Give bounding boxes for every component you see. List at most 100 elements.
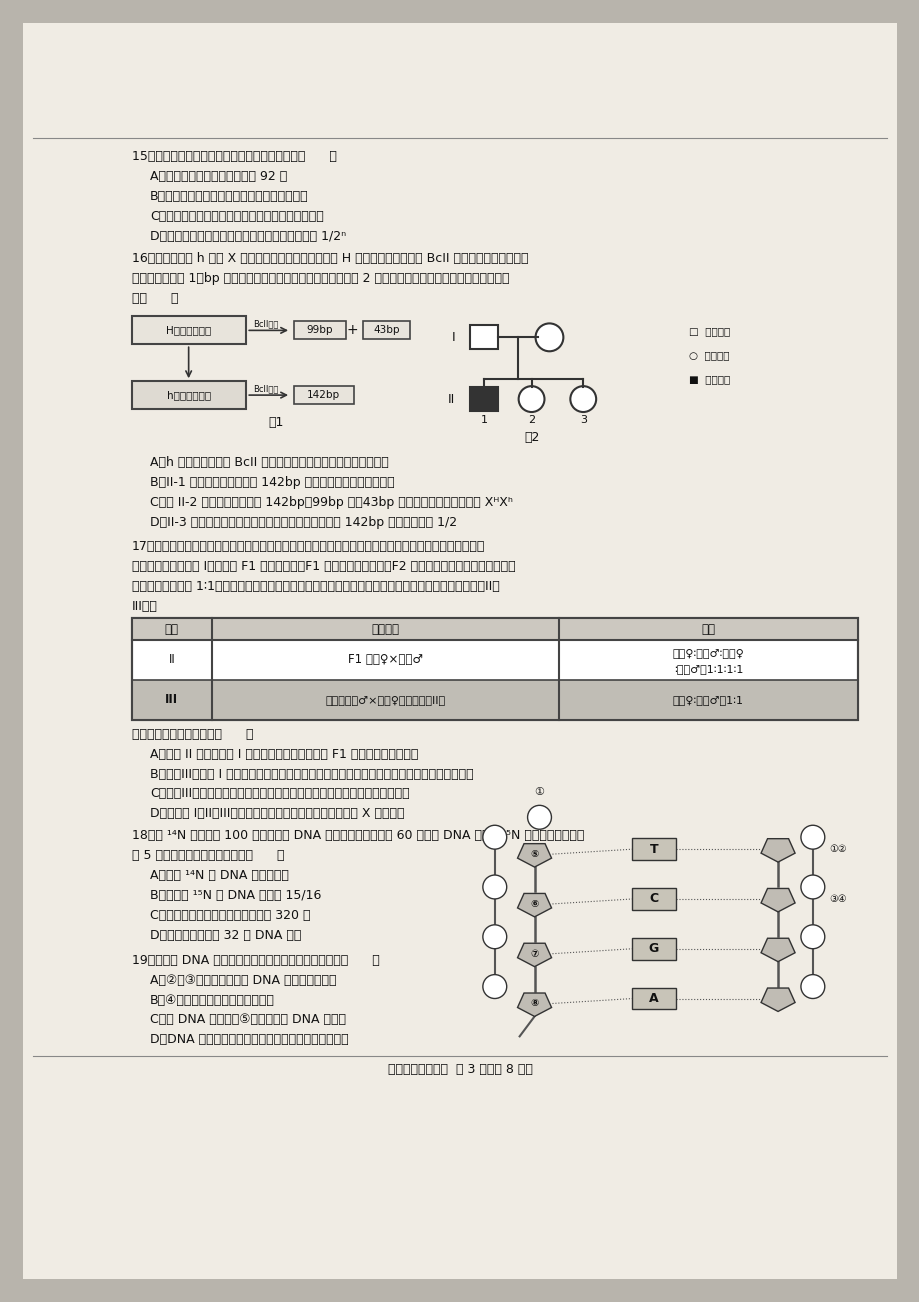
Text: 红眼♀∶红眼♂∶白眼♀: 红眼♀∶红眼♂∶白眼♀: [672, 648, 743, 658]
Polygon shape: [517, 993, 551, 1017]
Polygon shape: [517, 844, 551, 867]
Text: ①: ①: [534, 788, 544, 797]
Text: C．若 II-2 的基因诊断中出现 142bp，99bp 和，43bp 三个片段，则其基因型为 XᴴXʰ: C．若 II-2 的基因诊断中出现 142bp，99bp 和，43bp 三个片段…: [150, 496, 512, 509]
Text: C．复制过程中需腺嘌呤脱氧核苷酸 320 个: C．复制过程中需腺嘌呤脱氧核苷酸 320 个: [150, 909, 310, 922]
Text: 图1: 图1: [268, 417, 283, 428]
Text: 43bp: 43bp: [373, 326, 399, 336]
Text: 99bp: 99bp: [306, 326, 333, 336]
Text: 16．某致病基因 h 位于 X 染色体上，该基因和正常基因 H 中的某一特定序列被 BcII 酶切后，可产生大小不: 16．某致病基因 h 位于 X 染色体上，该基因和正常基因 H 中的某一特定序列…: [131, 251, 528, 264]
Circle shape: [518, 387, 544, 411]
Text: 结果: 结果: [700, 622, 715, 635]
Bar: [131, 618, 857, 641]
Circle shape: [800, 975, 824, 999]
Text: A．细胞中染色单体数最多可达 92 条: A．细胞中染色单体数最多可达 92 条: [150, 171, 287, 184]
Text: 图2: 图2: [523, 431, 539, 444]
Text: B．实验III是实验 I 的反交实验，正反交结果不同时，只能确定其不属于细胞核遗传物质所决定: B．实验III是实验 I 的反交实验，正反交结果不同时，只能确定其不属于细胞核遗…: [150, 767, 473, 780]
Text: II: II: [168, 654, 175, 667]
Text: C．染色单体的交叉互换发生在同源染色体分离之前: C．染色单体的交叉互换发生在同源染色体分离之前: [150, 210, 323, 223]
Text: □  男性正常: □ 男性正常: [687, 327, 729, 336]
Text: B．只含有 ¹⁵N 的 DNA 分子占 15/16: B．只含有 ¹⁵N 的 DNA 分子占 15/16: [150, 889, 321, 902]
Text: ③④: ③④: [829, 894, 846, 904]
Text: D．II-3 的丈夫表现型正常，其儿子的基因诊断中出现 142bp 片段的概率为 1/2: D．II-3 的丈夫表现型正常，其儿子的基因诊断中出现 142bp 片段的概率为…: [150, 516, 457, 529]
Bar: [294, 322, 346, 340]
Text: 果蝇进行杂交（实验 I），结果 F1 全部为红眼。F1 雌雄果蝇相互交配，F2 雌果蝇全部为红眼，雄果蝇中红: 果蝇进行杂交（实验 I），结果 F1 全部为红眼。F1 雌雄果蝇相互交配，F2 …: [131, 560, 515, 573]
Text: 是（      ）: 是（ ）: [131, 292, 178, 305]
Text: 1: 1: [480, 415, 487, 424]
Text: D．复制结果共产生 32 个 DNA 分子: D．复制结果共产生 32 个 DNA 分子: [150, 928, 301, 941]
Text: ⑥: ⑥: [530, 898, 539, 909]
Circle shape: [482, 875, 506, 898]
Text: 15．人类精子发生过程中，下列说法不正确的是（      ）: 15．人类精子发生过程中，下列说法不正确的是（ ）: [131, 150, 336, 163]
Text: D．DNA 分子中特定的脱氧核苷酸序列代表了遗传信息: D．DNA 分子中特定的脱氧核苷酸序列代表了遗传信息: [150, 1034, 348, 1047]
Circle shape: [527, 806, 550, 829]
Text: 杂交组合: 杂交组合: [371, 622, 399, 635]
Bar: [470, 326, 497, 349]
Text: C: C: [649, 892, 658, 905]
Text: 142bp: 142bp: [307, 391, 340, 400]
Polygon shape: [760, 939, 794, 962]
Polygon shape: [760, 838, 794, 862]
Text: A．h 基因特定序列中 BcII 酶切位点的消失是碱基序列改变的结果: A．h 基因特定序列中 BcII 酶切位点的消失是碱基序列改变的结果: [150, 456, 388, 469]
Bar: [294, 387, 353, 404]
Text: ⑦: ⑦: [530, 949, 539, 958]
Text: ⑤: ⑤: [530, 849, 539, 859]
Text: I: I: [451, 331, 455, 344]
Text: ∶白眼♂＝1∶1∶1∶1: ∶白眼♂＝1∶1∶1∶1: [673, 664, 743, 674]
Text: F1 红眼♀×白眼♂: F1 红眼♀×白眼♂: [347, 654, 423, 667]
Circle shape: [570, 387, 596, 411]
Text: ○  女性正常: ○ 女性正常: [687, 350, 729, 361]
Bar: [131, 316, 246, 344]
Text: ①②: ①②: [829, 844, 846, 854]
Text: C．当 DNA 复制时，⑤的形成需要 DNA 连接酶: C．当 DNA 复制时，⑤的形成需要 DNA 连接酶: [150, 1013, 346, 1026]
Circle shape: [535, 323, 562, 352]
Polygon shape: [517, 943, 551, 966]
Bar: [131, 618, 857, 720]
Text: A．②和③相间排列，构成 DNA 分子的基本骨架: A．②和③相间排列，构成 DNA 分子的基本骨架: [150, 974, 336, 987]
Text: 2: 2: [528, 415, 535, 424]
Text: H基因特定序列: H基因特定序列: [165, 326, 211, 336]
Text: 高一生物期末试题  第 3 页（共 8 页）: 高一生物期末试题 第 3 页（共 8 页）: [387, 1064, 532, 1077]
Text: III: III: [165, 693, 178, 706]
Text: h基因特定序列: h基因特定序列: [166, 391, 210, 400]
Polygon shape: [517, 893, 551, 917]
Bar: [131, 381, 246, 409]
Text: 制 5 次。下列有关判断错误的是（      ）: 制 5 次。下列有关判断错误的是（ ）: [131, 849, 284, 862]
Bar: [131, 680, 857, 720]
Circle shape: [800, 924, 824, 949]
Bar: [131, 618, 857, 720]
Text: A: A: [648, 992, 658, 1005]
Text: A．含有 ¹⁴N 的 DNA 分子有两个: A．含有 ¹⁴N 的 DNA 分子有两个: [150, 868, 289, 881]
Text: 17．美国遗传学家摩尔根，在野生型红眼果蝇中偶然发现了一只白眼雄果蝇。他用这只果蝇与野生型红眼: 17．美国遗传学家摩尔根，在野生型红眼果蝇中偶然发现了一只白眼雄果蝇。他用这只果…: [131, 540, 485, 553]
Text: B．II-1 的基因诊断中只出现 142bp 片段，其致病基因来自母亲: B．II-1 的基因诊断中只出现 142bp 片段，其致病基因来自母亲: [150, 475, 394, 488]
Text: 眼和白眼的比例为 1∶1，这种现象不能用孟德尔的理论完全解释清楚。于是他继续做了下表所示的实验（II、: 眼和白眼的比例为 1∶1，这种现象不能用孟德尔的理论完全解释清楚。于是他继续做了…: [131, 581, 499, 594]
Text: B．④的名称是胸腺嘧啶脱氧核苷酸: B．④的名称是胸腺嘧啶脱氧核苷酸: [150, 993, 275, 1006]
Bar: [631, 937, 675, 960]
Bar: [631, 987, 675, 1009]
Circle shape: [800, 875, 824, 898]
Text: 18．用 ¹⁴N 标记含有 100 个碱基对的 DNA 分子，其中有胞嘧啶 60 个，该 DNA 分子在 ¹⁵N 的培养基中连续复: 18．用 ¹⁴N 标记含有 100 个碱基对的 DNA 分子，其中有胞嘧啶 60…: [131, 829, 584, 842]
Bar: [631, 888, 675, 910]
Text: +: +: [346, 323, 358, 337]
Text: 野生型红眼♂×白眼♀（来自实验II）: 野生型红眼♂×白眼♀（来自实验II）: [325, 695, 445, 704]
Text: 组别: 组别: [165, 622, 178, 635]
Text: T: T: [649, 842, 657, 855]
Text: C．实验III的结果表明野生型红眼雄果蝇的精子只有一半含有控制眼色的基因: C．实验III的结果表明野生型红眼雄果蝇的精子只有一半含有控制眼色的基因: [150, 788, 409, 801]
Text: G: G: [648, 943, 658, 956]
Text: B．姐妹染色单体携带的遗传信息可能是不同的: B．姐妹染色单体携带的遗传信息可能是不同的: [150, 190, 308, 203]
Bar: [470, 387, 497, 411]
Text: 下列有关叙述不正确的是（      ）: 下列有关叙述不正确的是（ ）: [131, 728, 254, 741]
Text: D．对实验 I、II、III最合理的解释是控制眼色的基因只位于 X 染色体上: D．对实验 I、II、III最合理的解释是控制眼色的基因只位于 X 染色体上: [150, 807, 404, 820]
Text: BclI酶切: BclI酶切: [254, 384, 278, 393]
Polygon shape: [760, 888, 794, 911]
Text: ■  男性患者: ■ 男性患者: [687, 374, 729, 384]
Circle shape: [482, 924, 506, 949]
Text: II: II: [448, 393, 455, 406]
Polygon shape: [760, 988, 794, 1012]
Text: ⑧: ⑧: [530, 999, 539, 1009]
Text: A．实验 II 可视为实验 I 的测交实验，其结果表明 F1 红眼雌果蝇为杂合子: A．实验 II 可视为实验 I 的测交实验，其结果表明 F1 红眼雌果蝇为杂合子: [150, 747, 418, 760]
Text: BclI酶切: BclI酶切: [254, 319, 278, 328]
Text: III）：: III）：: [131, 600, 158, 613]
Circle shape: [800, 825, 824, 849]
Circle shape: [482, 825, 506, 849]
Text: 3: 3: [579, 415, 586, 424]
